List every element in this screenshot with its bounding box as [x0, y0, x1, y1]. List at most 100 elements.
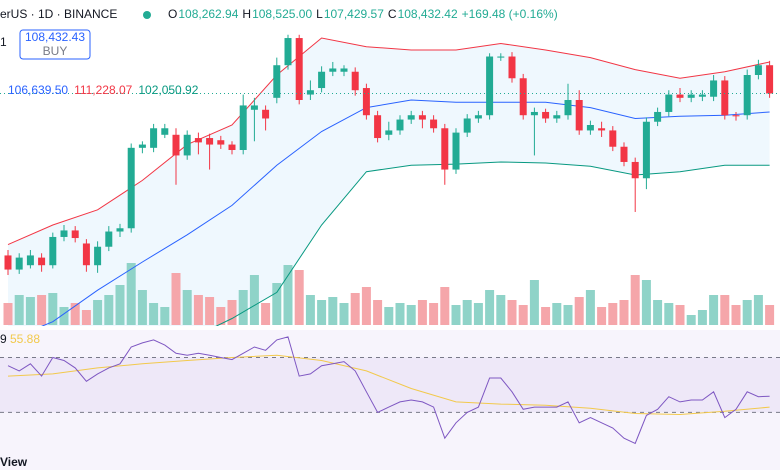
volume-bar — [205, 297, 215, 325]
candle-body — [486, 56, 494, 116]
bb-line — [7, 37, 770, 246]
price-tag[interactable]: 108,432.43 — [25, 30, 85, 44]
change: +169.48 (+0.16%) — [462, 7, 558, 21]
volume-bar — [3, 303, 13, 325]
volume-bar — [160, 307, 170, 325]
volume-bar — [720, 295, 730, 325]
candle-body — [306, 90, 314, 95]
candle-body — [4, 255, 12, 270]
candle-body — [127, 147, 135, 229]
candle-body — [407, 115, 415, 120]
volume-bar — [317, 300, 327, 325]
ohlc-value: 107,429.57 — [324, 7, 384, 21]
symbol-title: erUS · 1D · BINANCE — [0, 7, 117, 21]
volume-bar — [585, 290, 595, 325]
volume-bar — [675, 305, 685, 325]
candle-body — [206, 138, 214, 145]
volume-bar — [115, 285, 125, 325]
volume-bar — [193, 295, 203, 325]
volume-bar — [697, 310, 707, 325]
volume-bar — [496, 295, 506, 325]
tag-prefix: 1 — [0, 35, 7, 49]
volume-bar — [619, 300, 629, 325]
candle-body — [396, 119, 404, 131]
volume-bar — [350, 293, 360, 325]
volume-bar — [686, 315, 696, 325]
candle-body — [609, 130, 617, 147]
candle-body — [217, 140, 225, 145]
volume-bar — [70, 303, 80, 325]
volume-bar — [104, 295, 114, 325]
candle-body — [183, 134, 191, 156]
rsi-ma — [7, 354, 770, 416]
volume-bar — [37, 295, 47, 325]
candle-body — [530, 111, 538, 116]
buy-label[interactable]: BUY — [43, 44, 68, 58]
volume-bar — [417, 300, 427, 325]
candle-body — [654, 111, 662, 122]
volume-bar — [395, 303, 405, 325]
candle-body — [542, 111, 550, 119]
candle-body — [38, 257, 46, 266]
volume-bar — [440, 287, 450, 325]
candle-body — [60, 230, 68, 237]
candle-body — [452, 132, 460, 170]
volume-bar — [149, 303, 159, 325]
candle-body — [418, 115, 426, 120]
candle-body — [676, 94, 684, 98]
volume-bar — [552, 303, 562, 325]
candle-body — [82, 243, 90, 266]
volume-bar — [753, 295, 763, 325]
volume-bar — [294, 270, 304, 325]
price-tag-box[interactable] — [19, 29, 91, 60]
candle-body — [575, 100, 583, 131]
volume-bar — [137, 290, 147, 325]
candle-body — [351, 71, 359, 91]
candle-body — [340, 68, 348, 72]
volume-bar — [541, 307, 551, 325]
candle-body — [474, 115, 482, 119]
volume-bar — [171, 273, 181, 325]
candle-body — [26, 255, 34, 266]
candle-body — [239, 105, 247, 150]
volume-bar — [373, 300, 383, 325]
bb-value: 106,639.50 — [8, 83, 68, 97]
volume-bar — [384, 307, 394, 325]
volume-bar — [93, 300, 103, 325]
candle-body — [116, 228, 124, 232]
candle-body — [374, 115, 382, 139]
candle-body — [49, 236, 57, 266]
candle-body — [329, 68, 337, 72]
volume-bar — [361, 287, 371, 325]
candle-body — [497, 56, 505, 58]
rsi-line — [7, 336, 770, 445]
volume-bar — [182, 290, 192, 325]
volume-bar — [507, 300, 517, 325]
volume-bar — [328, 297, 338, 325]
volume-bar — [597, 307, 607, 325]
candle-body — [105, 231, 113, 247]
candle-body — [273, 65, 281, 98]
candle-body — [754, 65, 762, 75]
candle-body — [564, 100, 572, 116]
rsi-band — [0, 357, 780, 413]
candle-body — [665, 94, 673, 112]
ohlc-value: 108,525.00 — [252, 7, 312, 21]
volume-bar — [81, 310, 91, 325]
watermark: View — [0, 455, 28, 469]
candle-body — [250, 105, 258, 110]
bb-value: 111,228.07 — [74, 83, 133, 97]
candle-body — [710, 80, 718, 97]
candle-body — [698, 94, 706, 97]
rsi-pane — [0, 330, 780, 470]
candle-body — [766, 65, 774, 94]
candle-body — [508, 56, 516, 79]
candle-body — [362, 88, 370, 116]
bb-value: 102,050.92 — [138, 83, 198, 97]
volume-bar — [14, 295, 24, 325]
candle-body — [318, 71, 326, 89]
rsi-label: 9 — [0, 332, 7, 346]
ohlc-value: 108,432.42 — [398, 7, 458, 21]
candle-body — [743, 75, 751, 116]
volume-bar — [305, 295, 315, 325]
